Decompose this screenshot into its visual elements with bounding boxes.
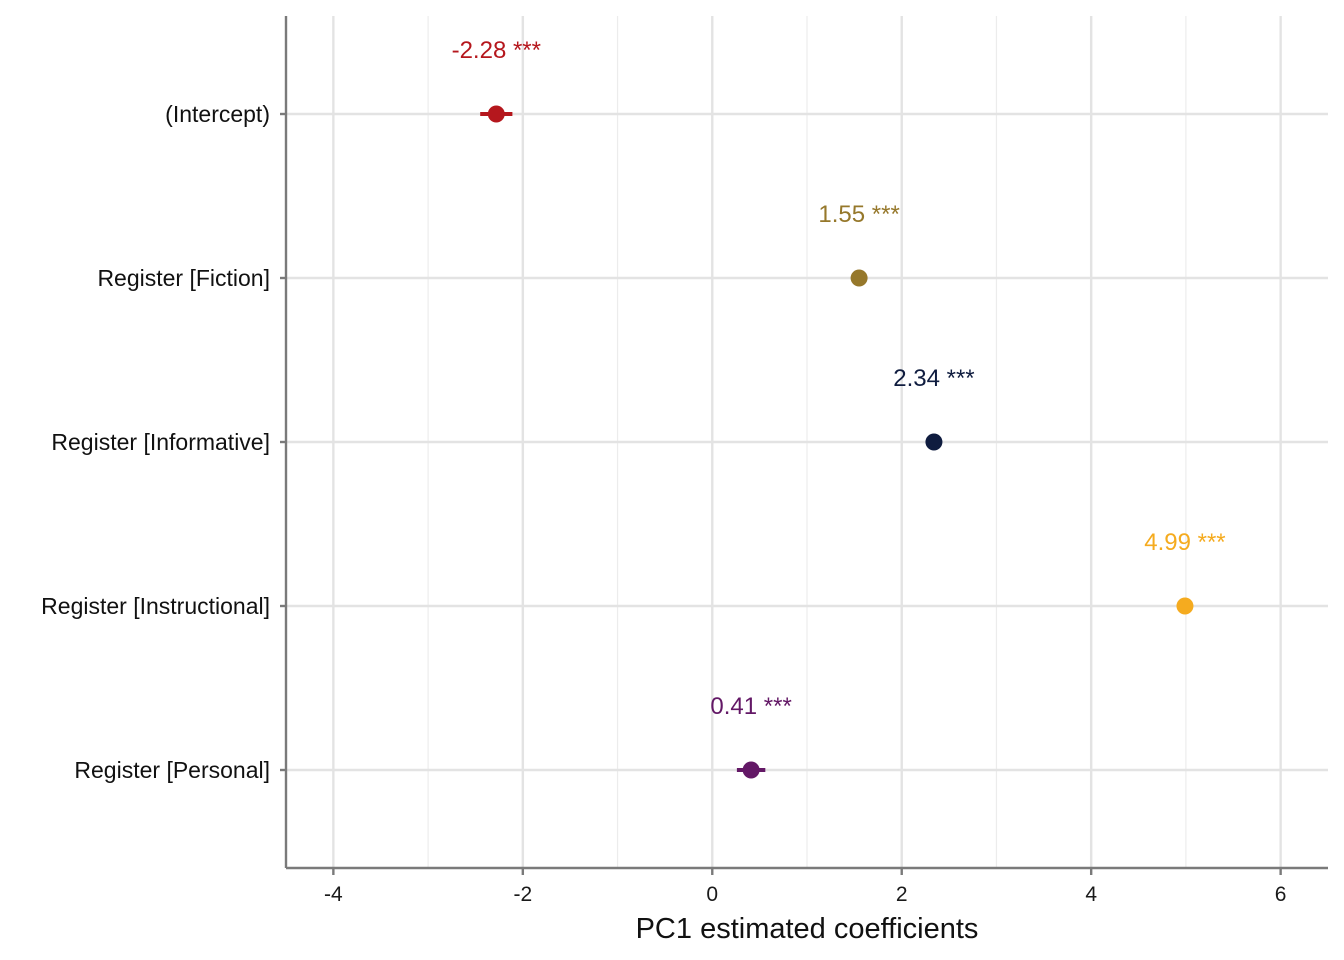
value-label: 2.34 *** (893, 365, 974, 392)
coefficient-point (1176, 597, 1194, 615)
y-category-label: Register [Personal] (74, 757, 270, 783)
coefficient-point-group: 1.55 *** (818, 201, 900, 287)
value-label: -2.28 *** (452, 37, 541, 64)
grid (286, 16, 1328, 868)
axes (280, 16, 1328, 870)
y-category-labels: (Intercept) Register [Fiction] Register [I… (41, 101, 270, 783)
coefficient-point (850, 269, 868, 287)
coefficient-point (742, 761, 760, 779)
x-tick-label: 4 (1085, 883, 1097, 906)
value-label: 1.55 *** (818, 201, 899, 228)
y-category-label: Register [Informative] (51, 429, 270, 455)
y-category-label: Register [Instructional] (41, 593, 270, 619)
x-ticks: -4 -2 0 2 4 6 (324, 868, 1286, 906)
x-tick-label: -2 (513, 883, 532, 906)
x-tick-label: 6 (1275, 883, 1287, 906)
x-tick-label: -4 (324, 883, 343, 906)
value-label: 0.41 *** (710, 693, 791, 720)
y-category-label: (Intercept) (165, 101, 270, 127)
data-points: -2.28 *** 1.55 *** 2.34 *** 4.99 *** 0.41 **… (452, 37, 1226, 779)
coefficient-point-group: 2.34 *** (893, 365, 975, 451)
x-tick-label: 2 (896, 883, 908, 906)
coefficient-point-group: -2.28 *** (452, 37, 541, 123)
x-tick-label: 0 (706, 883, 718, 906)
x-axis-title: PC1 estimated coefficients (636, 913, 979, 945)
coefficient-point (925, 433, 943, 451)
coefficient-point-group: 4.99 *** (1144, 529, 1226, 615)
coefficient-point (487, 105, 505, 123)
coefficient-point-group: 0.41 *** (710, 693, 792, 779)
value-label: 4.99 *** (1144, 529, 1225, 556)
y-category-label: Register [Fiction] (97, 265, 270, 291)
